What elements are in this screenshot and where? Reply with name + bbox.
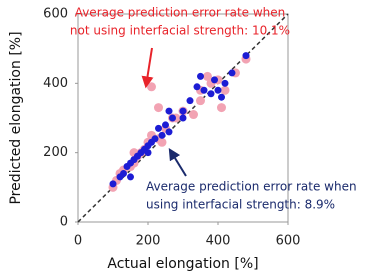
annotation: using interfacial strength: 8.9%: [146, 198, 335, 212]
point: [186, 97, 194, 105]
x-tick-label: 0: [74, 234, 82, 249]
point: [214, 86, 222, 94]
annotation: Average prediction error rate when: [146, 180, 357, 194]
point: [154, 103, 163, 113]
y-tick-label: 0: [60, 215, 68, 230]
point: [165, 107, 173, 115]
point: [193, 83, 201, 91]
annotation: Average prediction error rate when: [75, 6, 286, 20]
annotation: not using interfacial strength: 10.1%: [70, 24, 290, 38]
point: [211, 76, 218, 84]
point: [221, 79, 229, 87]
y-tick-label: 600: [43, 7, 68, 22]
point: [228, 69, 236, 77]
x-axis-label: Actual elongation [%]: [107, 256, 258, 272]
point: [196, 96, 205, 106]
marks: [75, 13, 289, 225]
arrow: [141, 47, 154, 89]
point: [158, 131, 166, 139]
point: [109, 180, 117, 188]
point: [242, 52, 250, 60]
plot-frame: [77, 13, 289, 223]
arrow: [168, 147, 187, 177]
point: [155, 124, 162, 132]
point: [218, 93, 225, 101]
point: [144, 149, 152, 157]
point: [127, 173, 134, 181]
x-tick-label: 600: [276, 234, 301, 249]
point: [162, 121, 169, 129]
point: [165, 128, 173, 136]
y-tick-label: 400: [43, 76, 68, 91]
point: [200, 86, 208, 94]
point: [147, 82, 156, 92]
point: [189, 110, 198, 120]
x-tick-label: 200: [136, 234, 161, 249]
point: [120, 169, 127, 177]
point: [179, 114, 187, 122]
y-axis-label: Predicted elongation [%]: [8, 31, 24, 204]
point: [203, 71, 212, 81]
point: [157, 137, 167, 147]
point: [197, 72, 204, 80]
point: [220, 85, 230, 95]
point: [179, 107, 187, 115]
point: [151, 135, 159, 143]
x-tick-label: 400: [206, 234, 231, 249]
point: [169, 114, 176, 122]
point: [217, 103, 226, 113]
point: [207, 90, 215, 98]
y-tick-label: 200: [43, 145, 68, 160]
